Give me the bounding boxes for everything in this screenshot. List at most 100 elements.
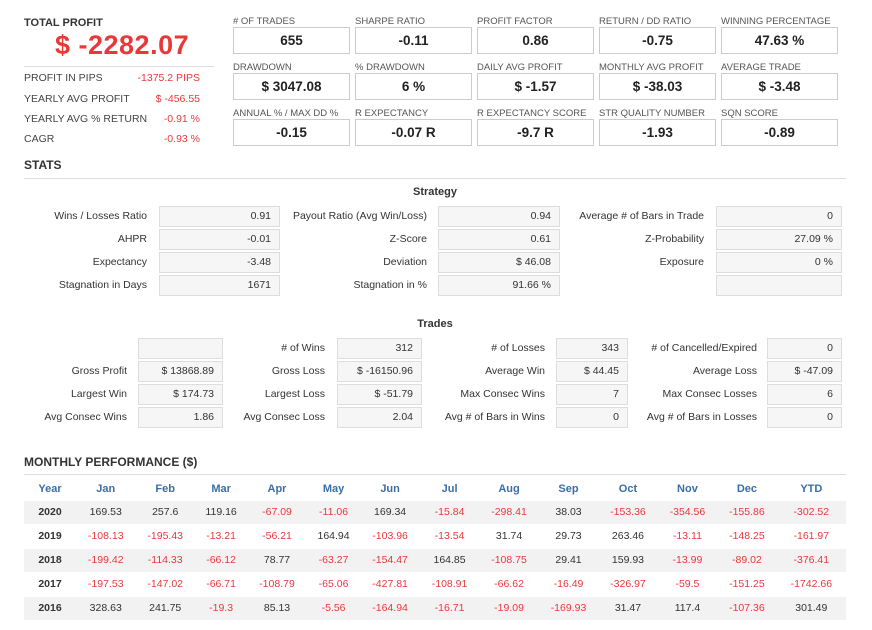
- metric-label-r-expectancy: R EXPECTANCY: [355, 108, 429, 119]
- stat-value: [138, 338, 223, 359]
- stat-label: Max Consec Wins: [460, 388, 545, 400]
- col-header: Year: [38, 482, 62, 495]
- total-profit-label: TOTAL PROFIT: [24, 17, 103, 29]
- table-cell: -1742.66: [776, 571, 846, 596]
- stat-label: # of Losses: [491, 342, 545, 354]
- table-cell: 117.4: [657, 595, 718, 620]
- table-row: 2020 169.53 257.6 119.16 -67.09 -11.06 169.34-…: [24, 499, 846, 524]
- stat-label: Average Loss: [692, 365, 757, 377]
- stat-label: Largest Loss: [264, 388, 325, 400]
- metric-label-drawdown: DRAWDOWN: [233, 62, 292, 73]
- summary-value: -0.91 %: [163, 113, 200, 125]
- metric-label-pct-drawdown: % DRAWDOWN: [355, 62, 425, 73]
- summary-label: YEARLY AVG PROFIT: [24, 93, 130, 105]
- table-cell: -161.97: [776, 523, 846, 548]
- table-cell: -108.91: [419, 571, 480, 596]
- monthly-title: MONTHLY PERFORMANCE ($): [24, 455, 198, 469]
- metric-value-annual-maxdd: -0.15: [233, 119, 350, 146]
- table-cell: 38.03: [538, 499, 599, 524]
- table-cell: 31.47: [598, 595, 658, 620]
- stat-value: 91.66 %: [438, 275, 560, 296]
- stat-label: Average # of Bars in Trade: [579, 210, 704, 222]
- metric-label-r-expectancy-score: R EXPECTANCY SCORE: [477, 108, 587, 119]
- table-cell: -147.02: [135, 571, 195, 596]
- stat-label: Stagnation in Days: [58, 279, 147, 291]
- table-cell: 159.93: [598, 547, 658, 572]
- stat-value: 7: [556, 384, 628, 405]
- stat-value: $ 174.73: [138, 384, 223, 405]
- stat-value: $ -47.09: [767, 361, 842, 382]
- table-cell: 263.46: [598, 523, 658, 548]
- stat-value: 27.09 %: [716, 229, 842, 250]
- table-cell: 301.49: [776, 595, 846, 620]
- metric-label-return-dd: RETURN / DD RATIO: [599, 16, 692, 27]
- total-profit-value: $ -2282.07: [55, 30, 190, 60]
- stat-value: 0: [716, 206, 842, 227]
- metric-value-winning-pct: 47.63 %: [721, 27, 838, 54]
- stats-title: STATS: [24, 158, 62, 172]
- metric-label-average-trade: AVERAGE TRADE: [721, 62, 801, 73]
- table-row: 2019 -108.13 -195.43 -13.21 -56.21 164.94 -103…: [24, 523, 846, 548]
- stat-value: 343: [556, 338, 628, 359]
- table-cell: -66.62: [479, 571, 539, 596]
- metric-value-monthly-avg-profit: $ -38.03: [599, 73, 716, 100]
- metric-label-str-quality: STR QUALITY NUMBER: [599, 108, 705, 119]
- table-cell: 169.34: [360, 499, 420, 524]
- col-header: YTD: [800, 482, 823, 495]
- stat-label: Wins / Losses Ratio: [54, 210, 147, 222]
- table-cell: -427.81: [360, 571, 420, 596]
- table-cell: 241.75: [135, 595, 195, 620]
- col-header: Jun: [380, 482, 400, 495]
- stat-value: $ 13868.89: [138, 361, 223, 382]
- stat-value: 0 %: [716, 252, 842, 273]
- year-cell: 2016: [24, 595, 76, 620]
- divider: [24, 178, 846, 179]
- metric-value-str-quality: -1.93: [599, 119, 716, 146]
- table-header-row: Year Jan Feb Mar Apr May Jun Jul Aug Sep…: [24, 478, 846, 500]
- stat-label: Average Win: [485, 365, 545, 377]
- table-cell: -326.97: [598, 571, 658, 596]
- metric-label-sqn-score: SQN SCORE: [721, 108, 779, 119]
- trades-title: Trades: [417, 318, 453, 330]
- table-cell: -59.5: [657, 571, 718, 596]
- metric-label-monthly-avg-profit: MONTHLY AVG PROFIT: [599, 62, 704, 73]
- year-cell: 2018: [24, 547, 76, 572]
- table-cell: -151.25: [717, 571, 777, 596]
- divider: [24, 474, 846, 475]
- metric-value-return-dd: -0.75: [599, 27, 716, 54]
- table-cell: 257.6: [135, 499, 195, 524]
- stat-label: Avg # of Bars in Wins: [444, 411, 545, 423]
- table-cell: -199.42: [76, 547, 136, 572]
- metric-value-profit-factor: 0.86: [477, 27, 594, 54]
- year-cell: 2020: [24, 499, 76, 524]
- col-header: Jul: [441, 482, 458, 495]
- stat-value: 1671: [159, 275, 280, 296]
- summary-value: -1375.2 PIPS: [137, 72, 200, 84]
- summary-row-profit-pips: PROFIT IN PIPS -1375.2 PIPS: [24, 72, 200, 86]
- summary-row-cagr: CAGR -0.93 %: [24, 133, 200, 147]
- stat-label: Z-Probability: [645, 233, 704, 245]
- stat-value: $ 46.08: [438, 252, 560, 273]
- metric-label-trades: # OF TRADES: [233, 16, 296, 27]
- stat-value: 0: [767, 407, 842, 428]
- metric-label-profit-factor: PROFIT FACTOR: [477, 16, 553, 27]
- table-cell: -13.11: [657, 523, 718, 548]
- stat-label: # of Wins: [281, 342, 325, 354]
- metric-value-drawdown: $ 3047.08: [233, 73, 350, 100]
- stat-label: Deviation: [383, 256, 427, 268]
- stat-label: Largest Win: [70, 388, 127, 400]
- stat-value: 6: [767, 384, 842, 405]
- table-cell: 31.74: [479, 523, 539, 548]
- stat-value: $ 44.45: [556, 361, 628, 382]
- table-cell: -19.3: [194, 595, 248, 620]
- table-cell: 78.77: [247, 547, 307, 572]
- table-cell: -148.25: [717, 523, 777, 548]
- table-cell: -108.79: [247, 571, 307, 596]
- metric-value-r-expectancy: -0.07 R: [355, 119, 472, 146]
- table-cell: -376.41: [776, 547, 846, 572]
- stat-label: # of Cancelled/Expired: [651, 342, 757, 354]
- stat-label: Avg Consec Loss: [243, 411, 325, 423]
- table-cell: -164.94: [360, 595, 420, 620]
- stat-value: -0.01: [159, 229, 280, 250]
- table-cell: -114.33: [135, 547, 195, 572]
